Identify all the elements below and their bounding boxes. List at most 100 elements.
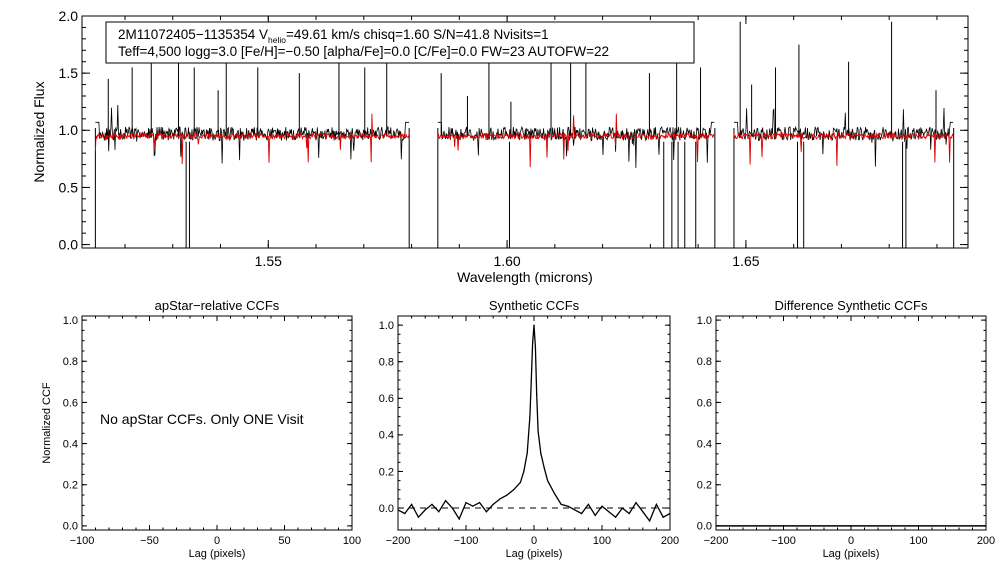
ccf-point	[540, 452, 542, 454]
y-tick-label: 1.5	[59, 65, 79, 81]
y-tick-label: 1.0	[697, 315, 712, 327]
ccf-point	[553, 492, 556, 494]
y-tick-label: 0.2	[697, 480, 712, 492]
ccf-point	[438, 511, 440, 513]
ccf-point	[485, 511, 487, 513]
ccf-point	[417, 516, 419, 518]
v-subscript: helio	[268, 35, 286, 45]
ccf-point	[615, 516, 617, 518]
ccf-point	[532, 342, 534, 344]
ccf-point	[669, 512, 671, 515]
ccf-point	[465, 502, 467, 504]
ccf-point	[411, 503, 413, 505]
info-box: 2M11072405−1135354 Vhelio=49.61 km/s chi…	[105, 21, 695, 64]
ccf-point	[526, 452, 528, 454]
panel-ccf_apstar: −100 −50 0 50 100 0.0 0.2 0.4 0.6 0.8 1.0 Lag (pixe…	[41, 298, 361, 560]
panel-title: Synthetic CCFs	[489, 298, 580, 313]
ccf-point	[594, 514, 596, 517]
ccf-point	[404, 512, 406, 515]
ccf-point	[533, 324, 535, 326]
no-ccf-message: No apStar CCFs. Only ONE Visit	[100, 411, 304, 427]
ccf-point	[662, 516, 664, 518]
x-axis-label: Lag (pixels)	[189, 548, 246, 560]
x-tick-label: −200	[386, 535, 411, 547]
y-axis-label: Normalized Flux	[31, 81, 47, 182]
ccf-point	[492, 503, 494, 505]
series-observed	[94, 21, 955, 248]
y-tick-label: 0.4	[697, 438, 712, 450]
ccf-point	[458, 518, 460, 520]
ccf-point	[560, 503, 562, 505]
info-line-2: Teff=4,500 logg=3.0 [Fe/H]=−0.50 [alpha/…	[118, 44, 609, 59]
y-tick-label: 1.0	[379, 320, 394, 332]
ccf-point	[451, 507, 453, 509]
ccf-point	[529, 416, 531, 418]
y-tick-label: 0.0	[59, 236, 79, 252]
ccf-point	[445, 500, 447, 502]
panel-ccf_difference: −200 −100 0 100 200 0.0 0.2 0.4 0.6 0.8 1.0 Lag (pi…	[697, 298, 995, 560]
info-line-1: 2M11072405−1135354 Vhelio=49.61 km/s chi…	[118, 27, 549, 45]
y-tick-label: 0.2	[379, 466, 394, 478]
y-tick-label: 0.5	[59, 179, 79, 195]
ccf-point	[536, 394, 538, 396]
synthetic-spectrum-line	[94, 113, 954, 168]
ccf-point	[601, 505, 603, 507]
ccf-point	[479, 502, 481, 504]
ccf-point	[431, 503, 433, 505]
x-axis-label: Wavelength (microns)	[457, 269, 593, 285]
panel-spectrum: 1.55 1.60 1.65 0.0 0.5 1.0 1.5 2.0 Wavelength (m…	[31, 8, 969, 285]
y-tick-label: 0.0	[63, 521, 78, 533]
ccf-point	[543, 467, 545, 469]
y-tick-label: 0.0	[379, 503, 394, 515]
x-axis-label: Lag (pixels)	[506, 548, 563, 560]
x-tick-label: −100	[454, 535, 479, 547]
y-axis-label: Normalized CCF	[41, 382, 53, 464]
ccf-point	[581, 512, 583, 515]
x-tick-label: −100	[771, 535, 796, 547]
ccf-point	[574, 509, 576, 511]
y-tick-label: 0.6	[697, 397, 712, 409]
ccf-point	[655, 503, 658, 505]
x-axis-label: Lag (pixels)	[823, 548, 880, 560]
ccf-point	[534, 346, 537, 348]
y-tick-label: 0.6	[63, 397, 78, 409]
ccf-point	[547, 480, 549, 482]
y-tick-label: 1.0	[59, 122, 79, 138]
ccf-point	[523, 470, 525, 473]
x-tick-label: 1.60	[493, 253, 520, 269]
ccf-point	[472, 505, 474, 507]
x-tick-label: 0	[848, 535, 854, 547]
series-synthetic	[94, 113, 954, 168]
ccf-point	[608, 511, 610, 513]
y-tick-label: 0.8	[379, 357, 394, 369]
ccf-point	[424, 509, 426, 511]
x-tick-label: 1.55	[255, 253, 282, 269]
ccf-point	[506, 494, 508, 496]
x-tick-label: 0	[214, 535, 220, 547]
x-tick-label: −100	[70, 535, 95, 547]
star-id: 2M11072405−1135354 V	[118, 27, 268, 42]
ccf-point	[587, 503, 590, 505]
x-tick-label: 100	[593, 535, 611, 547]
y-tick-label: 2.0	[59, 8, 79, 24]
ccf-point	[621, 507, 624, 509]
ccf-point	[530, 379, 532, 381]
x-tick-label: 100	[343, 535, 361, 547]
ccf-point	[499, 498, 501, 500]
ccf-point	[628, 512, 630, 515]
y-tick-label: 0.6	[379, 393, 394, 405]
ccf-point	[519, 481, 522, 483]
panel-title: Difference Synthetic CCFs	[775, 298, 928, 313]
y-tick-label: 1.0	[63, 315, 78, 327]
ccf-point	[567, 505, 569, 507]
plot-frame	[81, 15, 969, 249]
ccf-point	[642, 511, 644, 513]
panel-ccf_synthetic: −200 −100 0 100 200 0.0 0.2 0.4 0.6 0.8 1.0 Lag (pi…	[379, 298, 679, 560]
y-tick-label: 0.4	[379, 430, 394, 442]
y-tick-label: 0.4	[63, 438, 78, 450]
x-tick-label: 0	[531, 535, 537, 547]
y-tick-label: 0.8	[697, 356, 712, 368]
info-box-frame	[105, 21, 695, 64]
